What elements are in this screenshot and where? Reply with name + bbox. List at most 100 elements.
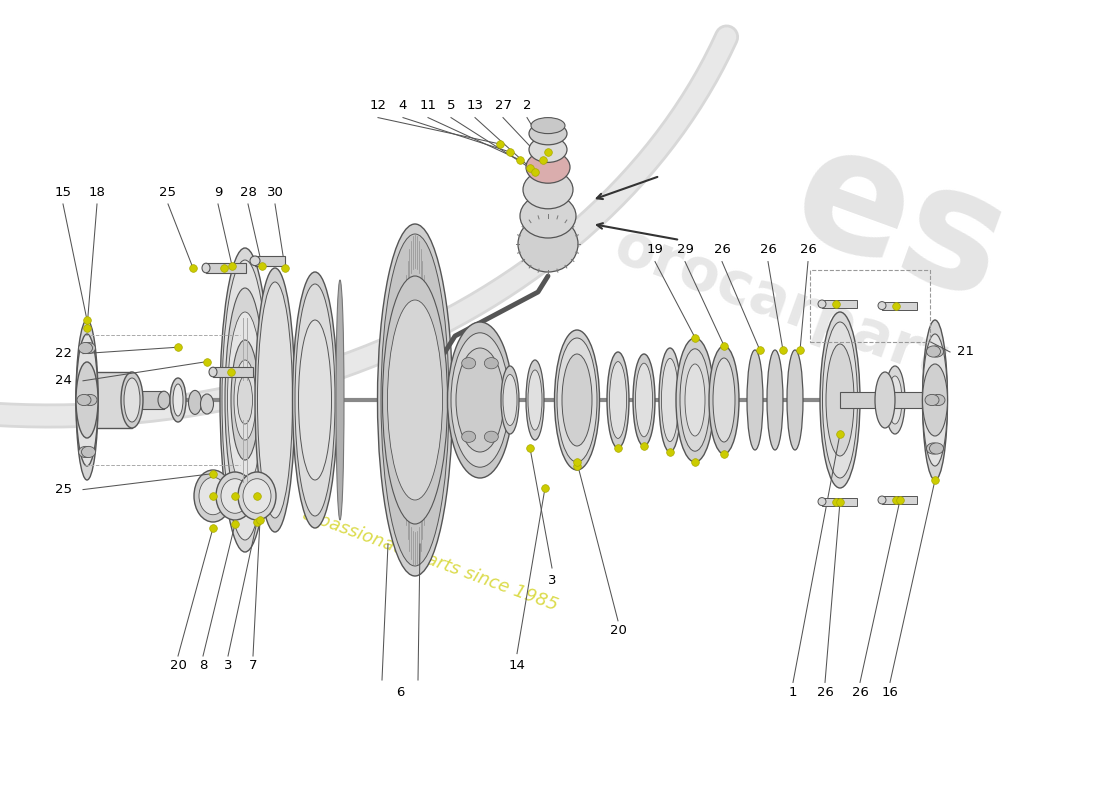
Ellipse shape bbox=[231, 340, 258, 460]
Text: 14: 14 bbox=[508, 659, 526, 672]
Ellipse shape bbox=[336, 280, 344, 520]
Ellipse shape bbox=[554, 330, 600, 470]
Text: 26: 26 bbox=[816, 686, 834, 698]
Text: 30: 30 bbox=[266, 186, 284, 198]
Ellipse shape bbox=[923, 364, 947, 436]
Text: 25: 25 bbox=[160, 186, 176, 198]
Ellipse shape bbox=[76, 362, 98, 438]
Ellipse shape bbox=[818, 498, 826, 506]
Bar bbox=[840, 392, 895, 408]
Ellipse shape bbox=[874, 372, 895, 428]
Bar bbox=[882, 496, 917, 504]
Ellipse shape bbox=[202, 263, 210, 273]
Ellipse shape bbox=[500, 366, 519, 434]
Text: a passionate parts since 1985: a passionate parts since 1985 bbox=[300, 506, 560, 614]
Text: 18: 18 bbox=[89, 186, 106, 198]
Circle shape bbox=[926, 346, 940, 357]
Text: 22: 22 bbox=[55, 347, 72, 360]
Circle shape bbox=[931, 394, 945, 406]
Ellipse shape bbox=[298, 320, 331, 480]
Bar bbox=[206, 263, 246, 273]
Bar bbox=[886, 392, 935, 408]
Circle shape bbox=[930, 346, 944, 357]
Text: 26: 26 bbox=[760, 243, 777, 256]
Ellipse shape bbox=[295, 284, 336, 516]
Text: 6: 6 bbox=[396, 686, 404, 698]
Ellipse shape bbox=[238, 376, 253, 424]
Ellipse shape bbox=[878, 302, 886, 310]
Bar bbox=[213, 367, 253, 377]
Ellipse shape bbox=[293, 272, 338, 528]
Ellipse shape bbox=[222, 260, 268, 540]
Ellipse shape bbox=[529, 137, 566, 162]
Ellipse shape bbox=[531, 118, 565, 134]
Text: 15: 15 bbox=[55, 186, 72, 198]
Text: 19: 19 bbox=[647, 243, 663, 256]
Ellipse shape bbox=[216, 472, 254, 520]
Ellipse shape bbox=[632, 354, 654, 446]
Ellipse shape bbox=[257, 282, 293, 518]
Text: 13: 13 bbox=[466, 99, 484, 112]
Circle shape bbox=[81, 342, 96, 354]
Ellipse shape bbox=[188, 390, 201, 414]
Ellipse shape bbox=[76, 320, 98, 480]
Ellipse shape bbox=[747, 350, 763, 450]
Bar bbox=[87, 372, 132, 428]
Ellipse shape bbox=[518, 216, 578, 272]
Ellipse shape bbox=[220, 248, 270, 552]
Bar bbox=[822, 498, 857, 506]
Ellipse shape bbox=[609, 362, 627, 438]
Text: 20: 20 bbox=[609, 624, 626, 637]
Circle shape bbox=[925, 394, 939, 406]
Circle shape bbox=[78, 342, 92, 354]
Text: 24: 24 bbox=[55, 374, 72, 387]
Text: 3: 3 bbox=[223, 659, 232, 672]
Circle shape bbox=[484, 431, 498, 442]
Ellipse shape bbox=[676, 338, 714, 462]
Ellipse shape bbox=[383, 276, 448, 524]
Ellipse shape bbox=[529, 122, 566, 145]
Ellipse shape bbox=[823, 322, 858, 478]
Text: 9: 9 bbox=[213, 186, 222, 198]
Circle shape bbox=[77, 394, 91, 406]
Ellipse shape bbox=[820, 312, 860, 488]
Circle shape bbox=[926, 443, 940, 454]
Text: 2: 2 bbox=[522, 99, 531, 112]
Ellipse shape bbox=[456, 348, 504, 452]
Text: 21: 21 bbox=[957, 346, 974, 358]
Ellipse shape bbox=[818, 300, 826, 308]
Ellipse shape bbox=[562, 354, 592, 446]
Text: 28: 28 bbox=[240, 186, 256, 198]
Ellipse shape bbox=[713, 358, 735, 442]
Ellipse shape bbox=[557, 338, 597, 462]
Ellipse shape bbox=[661, 358, 679, 442]
Ellipse shape bbox=[636, 363, 652, 437]
Text: 26: 26 bbox=[851, 686, 868, 698]
Ellipse shape bbox=[923, 320, 947, 480]
Text: 29: 29 bbox=[676, 243, 693, 256]
Text: 4: 4 bbox=[399, 99, 407, 112]
Ellipse shape bbox=[528, 370, 542, 430]
Ellipse shape bbox=[451, 333, 509, 467]
Ellipse shape bbox=[377, 224, 452, 576]
Circle shape bbox=[462, 431, 475, 442]
Text: 11: 11 bbox=[419, 99, 437, 112]
Bar bbox=[822, 300, 857, 308]
Text: es: es bbox=[772, 111, 1027, 337]
Ellipse shape bbox=[228, 312, 263, 488]
Ellipse shape bbox=[226, 288, 265, 512]
Bar bbox=[810, 270, 930, 342]
Ellipse shape bbox=[448, 322, 513, 478]
Text: 3: 3 bbox=[548, 574, 557, 586]
Circle shape bbox=[484, 358, 498, 369]
Text: orocarpart: orocarpart bbox=[606, 218, 954, 390]
Text: 25: 25 bbox=[55, 483, 72, 496]
Text: 1: 1 bbox=[789, 686, 797, 698]
Ellipse shape bbox=[158, 391, 170, 409]
Ellipse shape bbox=[522, 170, 573, 209]
Ellipse shape bbox=[685, 364, 705, 436]
Text: 27: 27 bbox=[495, 99, 512, 112]
Ellipse shape bbox=[76, 334, 98, 466]
Bar bbox=[132, 391, 164, 409]
Ellipse shape bbox=[209, 367, 217, 377]
